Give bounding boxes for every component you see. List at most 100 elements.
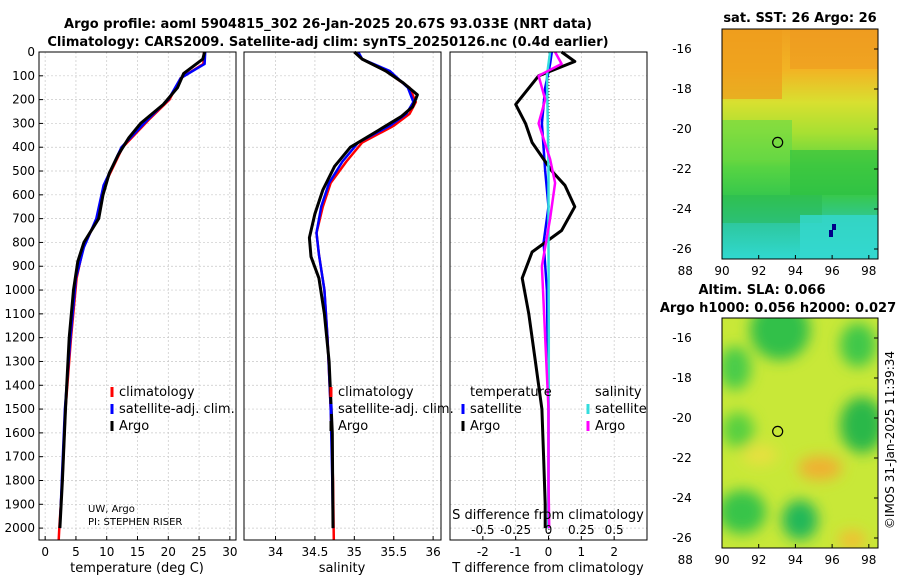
temperature-legend: climatology satellite-adj. clim. Argo	[110, 385, 235, 434]
y-tick-label: 1100	[4, 307, 35, 321]
sla-low-blob	[840, 397, 878, 453]
salinity-xlabel: salinity	[319, 561, 366, 576]
sla-high-blob	[798, 456, 842, 480]
sdiff-tick-label: 0.25	[568, 523, 595, 537]
x-tick-label: 10	[99, 545, 114, 559]
tdiff-xticks: -2 -1 0 1 2	[477, 536, 618, 559]
sst-warm-patch	[790, 29, 878, 69]
sst-cyan-patch	[800, 215, 878, 259]
argo-position-marker	[772, 136, 784, 148]
y-tick-label: 1600	[4, 426, 35, 440]
y-tick-label: 1800	[4, 473, 35, 487]
legend-satellite: satellite-adj. clim.	[338, 402, 454, 417]
sla-high-blob	[838, 530, 866, 548]
sst-lon-ticks: 88 90 92 94 96 98	[678, 255, 876, 278]
lat-tick-label: -22	[672, 451, 692, 465]
legend-argo: Argo	[119, 419, 149, 434]
sdiff-tick-label: -0.5	[471, 523, 494, 537]
salinity-legend: climatology satellite-adj. clim. Argo	[329, 385, 454, 434]
y-tick-label: 1900	[4, 497, 35, 511]
sst-green-patch	[722, 120, 792, 160]
series-temperature-argo	[514, 50, 577, 529]
lon-tick-label: 88	[678, 553, 693, 567]
series-salinity-satellite	[545, 51, 552, 529]
y-tick-label: 1700	[4, 450, 35, 464]
lon-tick-label: 96	[824, 264, 839, 278]
series-climatology	[57, 51, 206, 541]
sla-low-blob	[782, 500, 818, 540]
sla-low-blob	[840, 323, 876, 367]
sdiff-tick-label: 0	[545, 523, 553, 537]
sdiff-tick-label: 0.5	[605, 523, 624, 537]
x-tick-label: 34.5	[302, 545, 329, 559]
legend-salinity-header: salinity	[595, 385, 642, 400]
y-tick-label: 1500	[4, 402, 35, 416]
credit-line2: PI: STEPHEN RISER	[88, 517, 182, 528]
sdiff-tick-label: -0.25	[500, 523, 531, 537]
legend-argo: Argo	[338, 419, 368, 434]
x-tick-label: 36	[425, 545, 440, 559]
difference-grid	[450, 51, 647, 540]
y-tick-label: 900	[12, 259, 35, 273]
temperature-panel: 0 5 10 15 20 25 30 0 100 200 300 400 500 600 700 800 90…	[4, 45, 237, 576]
lon-tick-label: 98	[861, 553, 876, 567]
lon-tick-label: 90	[714, 264, 729, 278]
y-tick-label: 100	[12, 69, 35, 83]
y-tick-label: 600	[12, 188, 35, 202]
lat-tick-label: -24	[672, 491, 692, 505]
x-tick-label: 30	[222, 545, 237, 559]
y-tick-label: 1200	[4, 331, 35, 345]
salinity-grid	[244, 51, 441, 540]
x-tick-label: 0	[41, 545, 49, 559]
legend-s-argo: Argo	[595, 419, 625, 434]
x-tick-label: 0	[545, 545, 553, 559]
sla-map-subtitle: Argo h1000: 0.056 h2000: 0.027	[660, 301, 896, 316]
legend-climatology: climatology	[119, 385, 195, 400]
lat-tick-label: -18	[672, 82, 692, 96]
lat-tick-label: -18	[672, 371, 692, 385]
sst-green-patch	[790, 150, 878, 195]
lat-tick-label: -22	[672, 162, 692, 176]
sla-low-blob	[750, 318, 810, 360]
legend-climatology: climatology	[338, 385, 414, 400]
x-tick-label: 35.5	[380, 545, 407, 559]
figure-title-line1: Argo profile: aoml 5904815_302 26-Jan-20…	[64, 17, 592, 32]
y-tick-label: 1400	[4, 378, 35, 392]
legend-t-argo: Argo	[470, 419, 500, 434]
sdiff-xticks: -0.5 -0.25 0 0.25 0.5	[471, 523, 624, 537]
sst-patches	[722, 29, 878, 259]
pressure-yticks: 0 100 200 300 400 500 600 700 800 900 1000 1100 1200…	[4, 45, 43, 535]
series-argo	[58, 51, 207, 529]
difference-series	[514, 50, 577, 529]
x-tick-label: 34	[268, 545, 283, 559]
lon-tick-label: 96	[824, 553, 839, 567]
y-tick-label: 2000	[4, 521, 35, 535]
series-argo	[307, 50, 419, 529]
sla-map-panel: Altim. SLA: 0.066 Argo h1000: 0.056 h200…	[660, 283, 896, 567]
sla-lon-ticks: 88 90 92 94 96 98	[678, 544, 876, 567]
lon-tick-label: 88	[678, 264, 693, 278]
x-tick-label: 35	[347, 545, 362, 559]
temperature-series	[57, 51, 207, 541]
y-tick-label: 500	[12, 164, 35, 178]
x-tick-label: -1	[510, 545, 522, 559]
sst-missing-pixel	[829, 230, 833, 237]
lat-tick-label: -16	[672, 42, 692, 56]
lat-tick-label: -26	[672, 242, 692, 256]
lon-tick-label: 92	[751, 553, 766, 567]
salinity-panel: 34 34.5 35 35.5 36 salinity climatology sate…	[243, 50, 454, 576]
sst-map-axes	[721, 28, 879, 260]
salinity-axes	[243, 51, 442, 541]
lon-tick-label: 94	[788, 553, 803, 567]
sla-low-blob	[722, 490, 766, 534]
x-tick-label: 1	[578, 545, 586, 559]
y-tick-label: 300	[12, 116, 35, 130]
y-tick-label: 400	[12, 140, 35, 154]
tdiff-xlabel: T difference from climatology	[451, 561, 644, 576]
y-tick-label: 800	[12, 235, 35, 249]
y-tick-label: 1300	[4, 354, 35, 368]
x-tick-label: 15	[130, 545, 145, 559]
sst-map-title: sat. SST: 26 Argo: 26	[723, 11, 876, 26]
temperature-xlabel: temperature (deg C)	[70, 561, 204, 576]
y-tick-label: 1000	[4, 283, 35, 297]
